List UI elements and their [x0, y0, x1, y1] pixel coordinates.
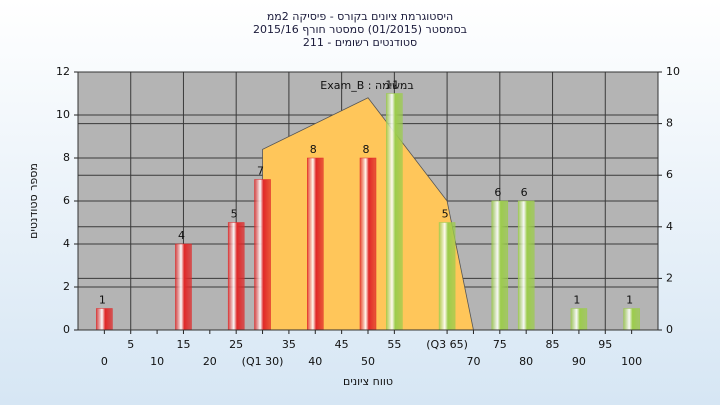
data-label: 7	[257, 165, 264, 178]
y-tick-label: 8	[63, 151, 70, 164]
y2-tick-label: 10	[666, 65, 680, 78]
x-tick-label: 10	[150, 355, 164, 368]
y-axis-label: מספר סטודנטים	[27, 163, 40, 239]
bar	[438, 222, 456, 331]
chart-title: היסטוגרמת ציונים בקורס - פיסיקה 2ממ	[267, 10, 453, 23]
x-tick-label: 45	[335, 338, 349, 351]
data-label: 6	[494, 186, 501, 199]
x-tick-label: 100	[621, 355, 642, 368]
bar	[307, 157, 324, 331]
data-label: 5	[442, 208, 449, 221]
x-tick-label: (Q3 65)	[426, 338, 468, 351]
y-tick-label: 0	[63, 323, 70, 336]
data-label: 1	[573, 294, 580, 307]
y-tick-label: 4	[63, 237, 70, 250]
x-tick-label: 90	[572, 355, 586, 368]
data-label: 4	[178, 229, 185, 242]
x-tick-label: 0	[101, 355, 108, 368]
x-axis-label: טווח ציונים	[343, 375, 393, 388]
y-tick-label: 6	[63, 194, 70, 207]
data-label: 1	[626, 294, 633, 307]
chart-title: סטודנטים רשומים - 211	[303, 36, 417, 49]
x-tick-label: 75	[493, 338, 507, 351]
bar	[570, 308, 588, 331]
y2-tick-label: 4	[666, 220, 673, 233]
y2-tick-label: 8	[666, 117, 673, 130]
bar	[359, 157, 377, 331]
y-tick-label: 2	[63, 280, 70, 293]
x-tick-label: 55	[387, 338, 401, 351]
bar	[175, 243, 192, 331]
data-label: 5	[231, 208, 238, 221]
bar	[254, 179, 271, 331]
bar	[517, 200, 535, 331]
x-tick-label: 5	[127, 338, 134, 351]
plot-frame	[77, 71, 659, 331]
x-tick-label: 85	[546, 338, 560, 351]
bar	[623, 308, 640, 331]
y2-tick-label: 2	[666, 271, 673, 284]
x-tick-label: 40	[308, 355, 322, 368]
data-label: 8	[363, 143, 370, 156]
x-tick-label: 95	[598, 338, 612, 351]
x-tick-label: 25	[229, 338, 243, 351]
x-tick-label: (Q1 30)	[242, 355, 284, 368]
bar	[96, 308, 113, 331]
x-tick-label: 20	[203, 355, 217, 368]
bar	[491, 200, 509, 331]
y2-tick-label: 6	[666, 168, 673, 181]
data-label: 1	[99, 294, 106, 307]
x-tick-label: 35	[282, 338, 296, 351]
annotation: Exam_B : במשימה	[320, 79, 413, 92]
y-tick-label: 10	[56, 108, 70, 121]
x-tick-label: 50	[361, 355, 375, 368]
x-tick-label: 15	[176, 338, 190, 351]
chart-title: בסמסטר (01/2015) סמסטר חורף 2015/16	[253, 23, 467, 36]
x-tick-label: 80	[519, 355, 533, 368]
y-tick-label: 12	[56, 65, 70, 78]
bar	[227, 222, 245, 331]
bar	[386, 93, 403, 331]
data-label: 6	[521, 186, 528, 199]
x-tick-label: 70	[466, 355, 480, 368]
data-label: 11	[385, 79, 399, 92]
data-label: 8	[310, 143, 317, 156]
y2-tick-label: 0	[666, 323, 673, 336]
